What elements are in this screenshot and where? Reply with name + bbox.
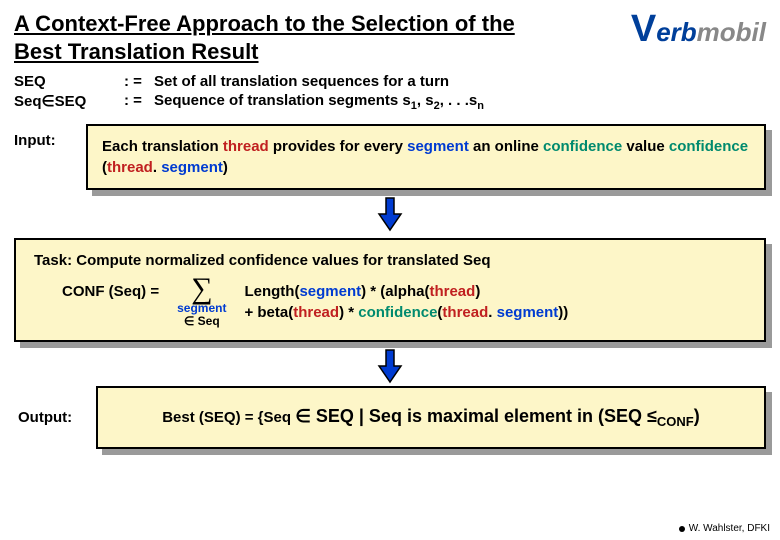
def2-rhs: Sequence of translation segments s1, s2,…: [154, 92, 766, 112]
input-dot: .: [153, 159, 161, 176]
input-t1: Each translation: [102, 138, 223, 155]
task-section: Task: Compute normalized confidence valu…: [14, 238, 766, 342]
input-thread2: thread: [107, 159, 153, 176]
def2-assign: : =: [124, 92, 154, 112]
task-formula: CONF (Seq) = ∑ segment ∈ Seq Length(segm…: [34, 275, 746, 328]
sigma-sub1: segment: [177, 301, 226, 315]
rhs2c: ) *: [339, 304, 358, 321]
definition-line-2: Seq∈SEQ : = Sequence of translation segm…: [14, 92, 766, 112]
footer-text: W. Wahlster, DFKI: [689, 523, 770, 534]
out-element-of: ∈: [295, 406, 311, 426]
rhs2f: thread: [442, 304, 488, 321]
input-conf2: confidence: [669, 138, 748, 155]
output-label: Output:: [14, 409, 96, 426]
rhs2b: thread: [293, 304, 339, 321]
def1-rhs: Set of all translation sequences for a t…: [154, 73, 766, 90]
def2-lhs: Seq∈SEQ: [14, 92, 124, 112]
rhs2a: + beta(: [244, 304, 293, 321]
rhs1e: ): [475, 283, 480, 300]
task-heading: Task: Compute normalized confidence valu…: [34, 250, 746, 273]
task-box: Task: Compute normalized confidence valu…: [14, 238, 766, 342]
out-t2: SEQ | Seq is maximal element in (SEQ: [311, 406, 647, 426]
rhs1d: thread: [429, 283, 475, 300]
rhs2i: )): [558, 304, 568, 321]
rhs2g: .: [488, 304, 496, 321]
logo-mobil: mobil: [697, 17, 766, 48]
arrow-down-icon: [377, 348, 403, 384]
rhs1b: segment: [299, 283, 361, 300]
logo-v: V: [631, 8, 656, 51]
sigma-element-of: ∈: [184, 314, 194, 328]
input-section: Input: Each translation thread provides …: [14, 124, 766, 190]
bullet-icon: [679, 526, 685, 532]
def2-rhs-a: Sequence of translation segments s: [154, 92, 411, 109]
rhs1a: Length(: [244, 283, 299, 300]
output-text: Best (SEQ) = {Seq ∈ SEQ | Seq is maximal…: [110, 402, 752, 433]
element-of-symbol: ∈: [42, 94, 55, 110]
input-label: Input:: [14, 124, 86, 149]
sigma-symbol: ∑: [191, 275, 212, 302]
sigma-sub: segment ∈ Seq: [177, 302, 226, 328]
input-box: Each translation thread provides for eve…: [86, 124, 766, 190]
rhs1c: ) * (alpha(: [361, 283, 429, 300]
input-paren-close: ): [223, 159, 228, 176]
output-box: Best (SEQ) = {Seq ∈ SEQ | Seq is maximal…: [96, 386, 766, 449]
arrow-down-icon: [377, 196, 403, 232]
definition-line-1: SEQ : = Set of all translation sequences…: [14, 73, 766, 90]
out-t3: ): [694, 406, 700, 426]
sigma-block: ∑ segment ∈ Seq: [177, 275, 226, 328]
arrow-down-1: [0, 196, 780, 232]
arrow-down-2: [0, 348, 780, 384]
input-text: Each translation thread provides for eve…: [102, 136, 750, 178]
rhs2h: segment: [497, 304, 559, 321]
input-confidence: confidence: [543, 138, 622, 155]
task-conf-lhs: CONF (Seq) =: [34, 275, 159, 304]
def2-rhs-b: , s: [417, 92, 434, 109]
input-segment: segment: [407, 138, 469, 155]
def2-lhs-SEQ: SEQ: [55, 93, 87, 110]
page-title: A Context-Free Approach to the Selection…: [0, 0, 580, 67]
out-t1: Best (SEQ) = {Seq: [162, 409, 295, 426]
input-t4: value: [622, 138, 669, 155]
task-content: Task: Compute normalized confidence valu…: [34, 250, 746, 328]
out-le: ≤: [647, 406, 657, 426]
verbmobil-logo: V erb mobil: [631, 8, 766, 51]
definitions-block: SEQ : = Set of all translation sequences…: [0, 67, 780, 122]
sigma-sub2: Seq: [194, 314, 219, 328]
logo-erb: erb: [656, 17, 696, 48]
footer-credit: W. Wahlster, DFKI: [679, 523, 770, 534]
def1-lhs: SEQ: [14, 73, 124, 90]
input-thread: thread: [223, 138, 269, 155]
input-t2: provides for every: [269, 138, 407, 155]
input-segment2: segment: [161, 159, 223, 176]
formula-rhs: Length(segment) * (alpha(thread) + beta(…: [244, 275, 568, 323]
def1-assign: : =: [124, 73, 154, 90]
input-t3: an online: [469, 138, 543, 155]
def2-rhs-c: , . . .s: [440, 92, 478, 109]
rhs2d: confidence: [358, 304, 437, 321]
def2-lhs-seq: Seq: [14, 93, 42, 110]
output-section: Output: Best (SEQ) = {Seq ∈ SEQ | Seq is…: [14, 386, 766, 449]
out-conf-sub: CONF: [657, 414, 694, 429]
def2-subn: n: [477, 100, 484, 112]
